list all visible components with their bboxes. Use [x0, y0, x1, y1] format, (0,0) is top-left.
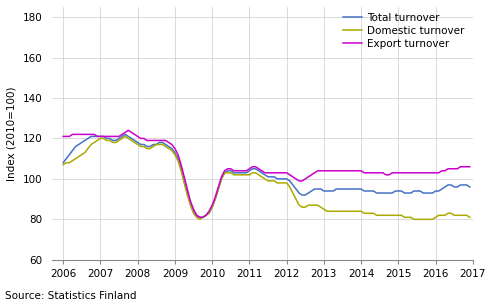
Export turnover	[187, 199, 193, 203]
Total turnover	[392, 189, 398, 193]
Export turnover	[392, 171, 398, 174]
Total turnover	[110, 139, 116, 142]
Export turnover	[467, 165, 473, 168]
Line: Domestic turnover: Domestic turnover	[63, 136, 470, 219]
Export turnover	[94, 135, 100, 138]
Domestic turnover	[203, 213, 209, 217]
Total turnover	[94, 135, 100, 138]
Domestic turnover	[94, 139, 100, 142]
Export turnover	[395, 171, 401, 174]
Text: Source: Statistics Finland: Source: Statistics Finland	[5, 291, 137, 301]
Domestic turnover	[187, 203, 193, 207]
Domestic turnover	[392, 213, 398, 217]
Export turnover	[110, 135, 116, 138]
Domestic turnover	[197, 217, 203, 221]
Total turnover	[467, 185, 473, 189]
Export turnover	[197, 216, 203, 219]
Export turnover	[125, 129, 131, 132]
Export turnover	[60, 135, 66, 138]
Y-axis label: Index (2010=100): Index (2010=100)	[7, 86, 17, 181]
Domestic turnover	[122, 135, 128, 138]
Total turnover	[395, 189, 401, 193]
Line: Export turnover: Export turnover	[63, 130, 470, 217]
Export turnover	[203, 213, 209, 217]
Total turnover	[203, 213, 209, 217]
Domestic turnover	[60, 163, 66, 167]
Total turnover	[122, 133, 128, 136]
Domestic turnover	[467, 216, 473, 219]
Domestic turnover	[110, 141, 116, 144]
Total turnover	[197, 216, 203, 219]
Domestic turnover	[395, 213, 401, 217]
Legend: Total turnover, Domestic turnover, Export turnover: Total turnover, Domestic turnover, Expor…	[340, 10, 468, 52]
Line: Total turnover: Total turnover	[63, 134, 470, 217]
Total turnover	[60, 161, 66, 164]
Total turnover	[187, 201, 193, 205]
